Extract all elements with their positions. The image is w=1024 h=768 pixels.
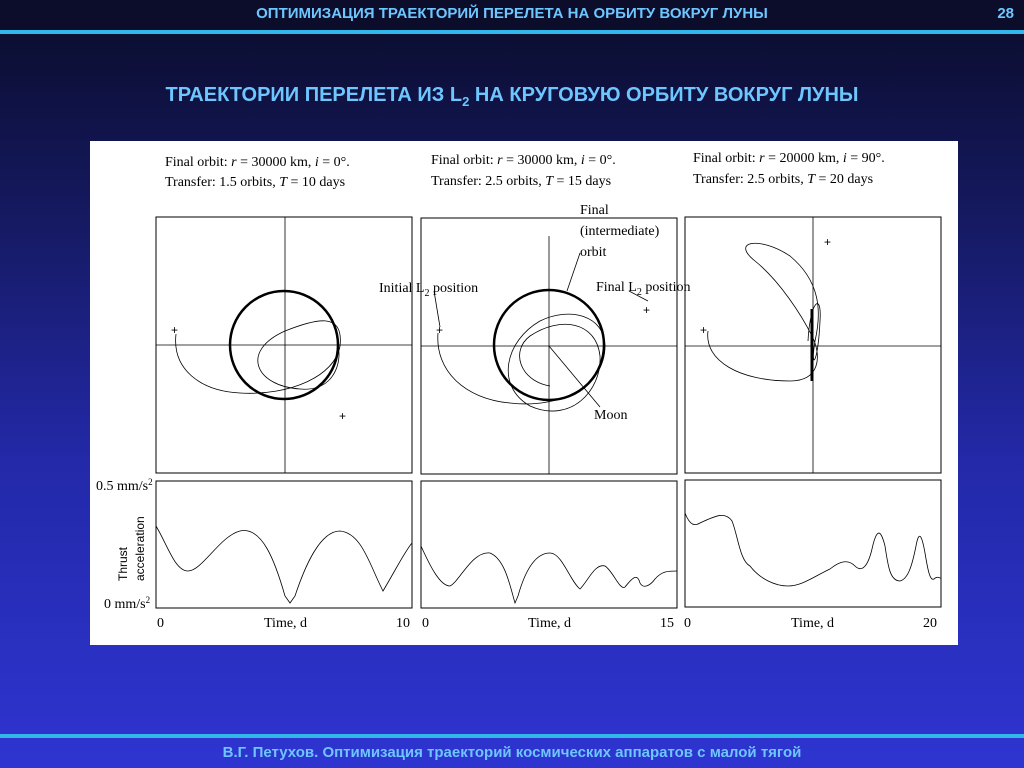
panel1-orbit-caption: Final orbit: r = 30000 km, i = 0°.	[165, 155, 350, 170]
panel3-transfer-caption: Transfer: 2.5 orbits, T = 20 days	[693, 172, 873, 187]
slide-title-subscript: 2	[462, 94, 470, 109]
final-orbit-label-line3: orbit	[580, 245, 607, 260]
panel3-thrust-frame	[684, 479, 942, 608]
moon-label: Moon	[594, 408, 627, 423]
final-orbit-label-line2: (intermediate)	[580, 224, 660, 239]
trajectory-figure: Final orbit: r = 30000 km, i = 0°. Trans…	[90, 141, 958, 645]
panel3-thrust-plot	[684, 479, 942, 608]
panel2-time-start: 0	[422, 616, 429, 631]
panel2-orbit-caption: Final orbit: r = 30000 km, i = 0°.	[431, 153, 616, 168]
panel3-time-label: Time, d	[791, 616, 834, 631]
panel3-final-l2-marker: +	[824, 235, 831, 249]
panel1-initial-l2-marker: +	[171, 323, 178, 337]
panel2-time-label: Time, d	[528, 616, 571, 631]
thrust-axis-label-line2: acceleration	[133, 516, 147, 581]
panel2-thrust-curve	[420, 545, 678, 605]
panel3-initial-l2-marker: +	[700, 323, 707, 337]
panel2-initial-l2-marker: +	[436, 323, 443, 337]
footer-text: В.Г. Петухов. Оптимизация траекторий кос…	[222, 744, 802, 761]
panel1-final-orbit	[228, 289, 340, 401]
moon-leader-line	[548, 345, 601, 408]
panel1-time-start: 0	[157, 616, 164, 631]
footer-divider	[0, 734, 1024, 738]
panel2-trajectory-plot: + +	[420, 217, 678, 475]
initial-l2-label: Initial L2 position	[379, 281, 478, 299]
initial-l2-leader-line	[433, 290, 441, 328]
slide-title-main: ТРАЕКТОРИИ ПЕРЕЛЕТА ИЗ L	[165, 84, 463, 106]
panel1-transfer-trajectory	[175, 320, 341, 394]
panel3-time-start: 0	[684, 616, 691, 631]
panel3-time-end: 20	[923, 616, 937, 631]
final-orbit-label-line1: Final	[580, 203, 609, 218]
slide-header-title: ОПТИМИЗАЦИЯ ТРАЕКТОРИЙ ПЕРЕЛЕТА НА ОРБИТ…	[256, 5, 768, 22]
panel3-transfer-trajectory	[707, 242, 821, 382]
panel2-transfer-trajectory	[437, 313, 606, 412]
header-bar	[0, 0, 1024, 30]
panel1-time-end: 10	[396, 616, 410, 631]
thrust-axis-label-line1: Thrust	[116, 546, 130, 581]
header-divider	[0, 30, 1024, 34]
panel2-thrust-frame	[420, 480, 678, 609]
slide-title-rest: НА КРУГОВУЮ ОРБИТУ ВОКРУГ ЛУНЫ	[469, 84, 859, 106]
page-number: 28	[997, 5, 1014, 22]
panel3-thrust-curve	[684, 512, 942, 587]
panel1-final-l2-marker: +	[339, 409, 346, 423]
panel2-thrust-plot	[420, 480, 678, 609]
final-l2-leader-line	[628, 290, 649, 302]
panel1-time-label: Time, d	[264, 616, 307, 631]
panel2-final-l2-marker: +	[643, 303, 650, 317]
panel1-trajectory-plot: + +	[155, 216, 413, 474]
panel3-trajectory-plot: + +	[684, 216, 942, 474]
thrust-bottom-value: 0 mm/s2	[104, 595, 150, 612]
panel1-thrust-plot	[155, 480, 413, 609]
final-l2-label: Final L2 position	[596, 280, 690, 298]
figure-canvas: Final orbit: r = 30000 km, i = 0°. Trans…	[96, 151, 942, 631]
slide-title: ТРАЕКТОРИИ ПЕРЕЛЕТА ИЗ L2 НА КРУГОВУЮ ОР…	[0, 84, 1024, 109]
thrust-top-value: 0.5 mm/s2	[96, 477, 153, 494]
panel1-thrust-curve	[155, 525, 413, 604]
panel1-transfer-caption: Transfer: 1.5 orbits, T = 10 days	[165, 175, 345, 190]
panel2-transfer-caption: Transfer: 2.5 orbits, T = 15 days	[431, 174, 611, 189]
panel1-thrust-frame	[155, 480, 413, 609]
final-orbit-leader-line	[566, 252, 581, 292]
panel2-final-orbit	[492, 288, 606, 402]
panel3-orbit-caption: Final orbit: r = 20000 km, i = 90°.	[693, 151, 885, 166]
panel2-time-end: 15	[660, 616, 674, 631]
